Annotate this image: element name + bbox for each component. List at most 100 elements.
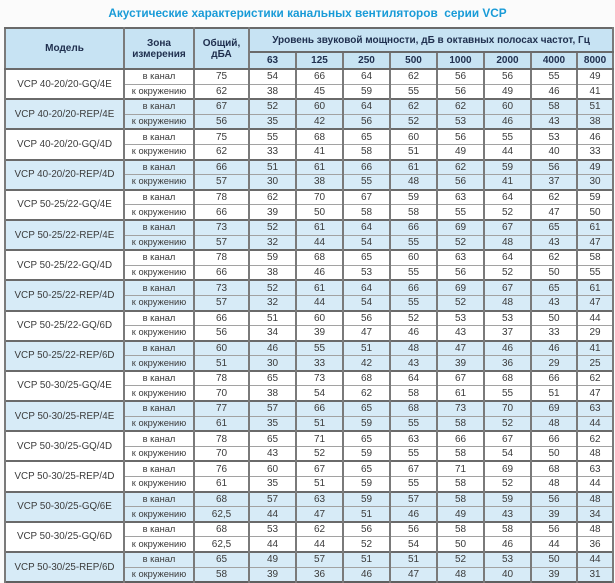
spl-value-cell: 41 xyxy=(575,83,615,100)
spl-value-cell: 52 xyxy=(389,113,438,130)
total-dba-cell: 57 xyxy=(193,174,250,191)
spl-value-cell: 56 xyxy=(342,309,391,327)
spl-value-cell: 58 xyxy=(436,476,485,493)
header-zone: Зона измерения xyxy=(123,27,195,70)
zone-cell: в канал xyxy=(123,188,195,206)
spl-value-cell: 51 xyxy=(295,415,344,432)
spl-value-cell: 51 xyxy=(530,385,578,402)
spl-value-cell: 66 xyxy=(530,369,578,387)
table-row-ambient: к окружению 62,5 44 47 51 46 49 43 39 34 xyxy=(5,506,615,523)
spl-value-cell: 39 xyxy=(530,506,578,523)
spl-value-cell: 51 xyxy=(389,143,438,161)
spl-value-cell: 55 xyxy=(530,67,578,85)
spl-value-cell: 59 xyxy=(575,188,615,206)
total-dba-cell: 75 xyxy=(193,67,250,85)
spl-value-cell: 33 xyxy=(295,355,344,372)
spl-value-cell: 56 xyxy=(342,520,391,538)
spl-value-cell: 62 xyxy=(436,98,485,115)
spl-value-cell: 59 xyxy=(483,158,532,176)
spl-value-cell: 46 xyxy=(575,128,615,145)
spl-value-cell: 53 xyxy=(483,550,532,568)
spl-value-cell: 66 xyxy=(436,430,485,447)
spl-value-cell: 47 xyxy=(575,385,615,402)
spl-value-cell: 54 xyxy=(483,445,532,462)
model-cell: VCP 50-25/22-GQ/4E xyxy=(4,188,125,221)
spl-value-cell: 55 xyxy=(483,385,532,402)
table-row-duct: VCP 50-25/22-GQ/4D в канал 78 59 68 65 60 63 64 6… xyxy=(4,249,615,281)
total-dba-cell: 75 xyxy=(193,128,250,145)
table-row-duct: VCP 50-25/22-GQ/6D в канал 66 51 60 56 52 53 53 5… xyxy=(4,309,615,342)
spl-value-cell: 60 xyxy=(389,128,438,145)
spl-value-cell: 44 xyxy=(248,506,297,523)
spl-value-cell: 42 xyxy=(342,355,391,372)
spl-value-cell: 52 xyxy=(295,445,344,462)
total-dba-cell: 62,5 xyxy=(193,506,250,523)
zone-cell: в канал xyxy=(123,430,195,447)
spl-value-cell: 58 xyxy=(342,143,391,161)
model-cell: VCP 50-25/22-GQ/4D xyxy=(4,249,125,281)
header-freq-250: 250 xyxy=(342,51,391,70)
spl-value-cell: 62 xyxy=(436,158,485,176)
spl-value-cell: 62 xyxy=(530,188,578,206)
zone-cell: к окружению xyxy=(123,294,195,312)
total-dba-cell: 78 xyxy=(193,249,250,266)
model-cell: VCP 50-30/25-GQ/4E xyxy=(4,369,125,402)
zone-cell: в канал xyxy=(123,128,195,145)
spl-value-cell: 46 xyxy=(483,339,532,357)
spl-value-cell: 51 xyxy=(342,339,391,357)
table-row-ambient: к окружению 51 30 33 42 43 39 36 29 25 xyxy=(5,355,615,372)
spl-value-cell: 66 xyxy=(295,400,344,417)
spl-value-cell: 43 xyxy=(530,113,578,130)
spl-value-cell: 64 xyxy=(342,67,391,85)
spl-value-cell: 39 xyxy=(530,566,578,583)
spl-value-cell: 59 xyxy=(342,476,391,493)
spl-value-cell: 48 xyxy=(530,476,578,493)
spl-value-cell: 42 xyxy=(295,113,344,130)
spl-value-cell: 33 xyxy=(530,325,578,342)
spl-value-cell: 43 xyxy=(389,355,438,372)
spl-value-cell: 39 xyxy=(436,355,485,372)
spl-value-cell: 25 xyxy=(575,355,615,372)
header-row-main: Модель Зона измерения Общий, дБА Уровень… xyxy=(4,27,615,70)
spl-value-cell: 58 xyxy=(342,204,391,221)
table-row-duct: VCP 50-25/22-GQ/4E в канал 78 62 70 67 59 63 64 6… xyxy=(4,188,615,221)
zone-cell: в канал xyxy=(123,369,195,387)
zone-cell: к окружению xyxy=(123,204,195,221)
spl-value-cell: 61 xyxy=(295,218,344,236)
spl-value-cell: 46 xyxy=(483,113,532,130)
spl-value-cell: 66 xyxy=(389,218,438,236)
table-row-duct: VCP 50-25/22-REP/4D в канал 73 52 61 64 66 69 67… xyxy=(4,279,615,312)
total-dba-cell: 78 xyxy=(193,369,250,387)
table-row-duct: VCP 50-30/25-GQ/6E в канал 68 57 63 59 57 58 59 5… xyxy=(4,490,615,523)
spl-value-cell: 65 xyxy=(530,279,578,296)
spl-value-cell: 41 xyxy=(483,174,532,191)
spl-value-cell: 55 xyxy=(575,264,615,281)
table-body: VCP 40-20/20-GQ/4E в канал 75 54 66 64 62 56 56 5… xyxy=(4,67,615,583)
spl-value-cell: 68 xyxy=(483,369,532,387)
spl-value-cell: 53 xyxy=(530,128,578,145)
model-cell: VCP 50-30/25-REP/6D xyxy=(4,550,125,583)
header-freq-500: 500 xyxy=(389,51,438,70)
total-dba-cell: 66 xyxy=(193,158,250,176)
spl-value-cell: 44 xyxy=(483,143,532,161)
spl-value-cell: 68 xyxy=(295,128,344,145)
spl-value-cell: 50 xyxy=(530,445,578,462)
spl-value-cell: 57 xyxy=(248,490,297,508)
spl-value-cell: 70 xyxy=(483,400,532,417)
spl-value-cell: 51 xyxy=(248,309,297,327)
model-cell: VCP 40-20/20-REP/4E xyxy=(4,98,125,130)
spl-value-cell: 60 xyxy=(295,309,344,327)
spl-value-cell: 62 xyxy=(575,430,615,447)
total-dba-cell: 66 xyxy=(193,204,250,221)
spl-value-cell: 56 xyxy=(436,67,485,85)
spl-value-cell: 51 xyxy=(295,476,344,493)
table-row-duct: VCP 50-25/22-REP/4E в канал 73 52 61 64 66 69 67… xyxy=(4,218,615,251)
spl-value-cell: 59 xyxy=(389,188,438,206)
spl-value-cell: 52 xyxy=(342,536,391,553)
total-dba-cell: 66 xyxy=(193,309,250,327)
spl-value-cell: 61 xyxy=(389,158,438,176)
spl-value-cell: 48 xyxy=(575,520,615,538)
spl-value-cell: 66 xyxy=(342,158,391,176)
spl-value-cell: 69 xyxy=(436,279,485,296)
spl-value-cell: 54 xyxy=(295,385,344,402)
